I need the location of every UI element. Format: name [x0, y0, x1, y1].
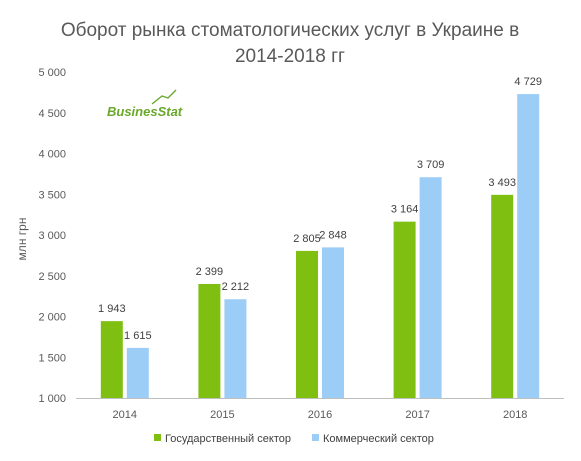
- data-label: 2 848: [319, 229, 347, 241]
- x-tick-label: 2018: [503, 409, 527, 421]
- legend-swatch: [154, 434, 161, 441]
- bars: [100, 94, 540, 399]
- bar-commercial-2014: [126, 347, 149, 398]
- legend: Государственный сектор Коммерческий секто…: [154, 433, 434, 445]
- legend-swatch: [312, 434, 319, 441]
- y-tick-label: 5 000: [38, 67, 66, 79]
- bar-commercial-2018: [517, 94, 540, 399]
- y-axis-ticks: 1 000 1 500 2 000 2 500 3 000 3 500 4 000 4 500…: [38, 67, 66, 405]
- x-tick-label: 2015: [210, 409, 234, 421]
- y-tick-label: 4 500: [38, 108, 66, 120]
- x-tick-label: 2017: [405, 409, 429, 421]
- bar-commercial-2016: [322, 247, 344, 398]
- data-label: 3 709: [417, 159, 445, 171]
- data-label: 2 399: [196, 266, 224, 278]
- y-tick-label: 2 000: [38, 312, 66, 324]
- chart-title-line-1: Оборот рынка стоматологических услуг в У…: [61, 20, 519, 41]
- y-tick-label: 2 500: [38, 271, 66, 283]
- bar-commercial-2017: [419, 177, 442, 398]
- data-label: 2 805: [293, 233, 321, 245]
- y-tick-label: 3 000: [38, 230, 66, 242]
- bar-state-2017: [393, 221, 416, 398]
- legend-label: Государственный сектор: [165, 433, 291, 445]
- x-axis-ticks: 2014 2015 2016 2017 2018: [113, 409, 528, 421]
- businesstat-logo: BusinesStat: [107, 89, 183, 119]
- data-label: 4 729: [514, 76, 542, 88]
- bar-state-2014: [100, 321, 123, 398]
- data-label: 3 164: [391, 204, 419, 216]
- y-tick-label: 3 500: [38, 189, 66, 201]
- legend-label: Коммерческий сектор: [323, 433, 434, 445]
- bar-state-2015: [198, 283, 221, 398]
- data-label: 2 212: [222, 281, 250, 293]
- x-tick-label: 2016: [308, 409, 332, 421]
- y-tick-label: 1 000: [38, 393, 66, 405]
- logo-text: BusinesStat: [107, 104, 183, 119]
- data-label: 1 615: [124, 330, 152, 342]
- chart-title-line-2: 2014-2018 гг: [235, 46, 345, 67]
- data-label: 1 943: [98, 303, 126, 315]
- bar-state-2016: [296, 250, 318, 398]
- y-tick-label: 1 500: [38, 352, 66, 364]
- bar-state-2018: [491, 194, 514, 398]
- x-tick-label: 2014: [113, 409, 137, 421]
- y-axis-label: млн грн: [15, 218, 29, 261]
- y-tick-label: 4 000: [38, 149, 66, 161]
- bar-commercial-2015: [224, 299, 247, 398]
- chart-title: Оборот рынка стоматологических услуг в У…: [61, 20, 519, 67]
- logo-swoosh-icon: [151, 89, 177, 105]
- data-label: 3 493: [488, 177, 516, 189]
